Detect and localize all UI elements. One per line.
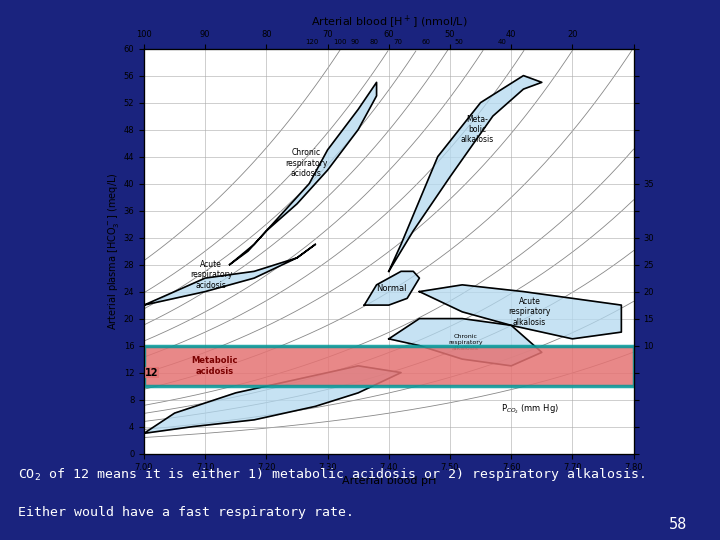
Polygon shape (144, 244, 315, 305)
Polygon shape (389, 319, 542, 366)
X-axis label: Arterial blood [H$^+$] (nmol/L): Arterial blood [H$^+$] (nmol/L) (310, 14, 467, 31)
Text: 12: 12 (145, 368, 158, 377)
Text: 58: 58 (670, 517, 688, 532)
Text: CO$_2$ of 12 means it is either 1) metabolic acidosis or 2) respiratory alkalosi: CO$_2$ of 12 means it is either 1) metab… (18, 467, 645, 483)
Text: Chronic
respiratory
alkalosis: Chronic respiratory alkalosis (448, 334, 482, 350)
Text: Acute
respiratory
acidosis: Acute respiratory acidosis (190, 260, 233, 289)
Text: 80: 80 (369, 39, 378, 45)
Text: Normal: Normal (377, 284, 407, 293)
Polygon shape (389, 76, 542, 271)
Text: Meta-
bolic
alkalosis: Meta- bolic alkalosis (461, 114, 494, 145)
Polygon shape (420, 285, 621, 339)
Text: 120: 120 (305, 39, 319, 45)
Text: 100: 100 (333, 39, 346, 45)
Text: Metabolic
acidosis: Metabolic acidosis (191, 356, 238, 375)
Text: 40: 40 (498, 39, 506, 45)
Bar (144, 346, 634, 386)
Polygon shape (144, 366, 401, 433)
Text: Either would have a fast respiratory rate.: Either would have a fast respiratory rat… (18, 507, 354, 519)
Text: P$_{CO_2}$ (mm Hg): P$_{CO_2}$ (mm Hg) (500, 403, 559, 416)
Text: 70: 70 (394, 39, 402, 45)
Text: 90: 90 (351, 39, 360, 45)
Text: 50: 50 (455, 39, 464, 45)
Y-axis label: Arterial plasma [HCO$_3^-$] (meq/L): Arterial plasma [HCO$_3^-$] (meq/L) (106, 172, 121, 330)
Text: 60: 60 (421, 39, 430, 45)
Text: Acute
respiratory
alkalosis: Acute respiratory alkalosis (508, 297, 551, 327)
Text: Chronic
respiratory
acidosis: Chronic respiratory acidosis (285, 148, 328, 178)
Polygon shape (230, 82, 377, 265)
Polygon shape (364, 271, 420, 305)
X-axis label: Arterial blood pH: Arterial blood pH (341, 476, 436, 487)
